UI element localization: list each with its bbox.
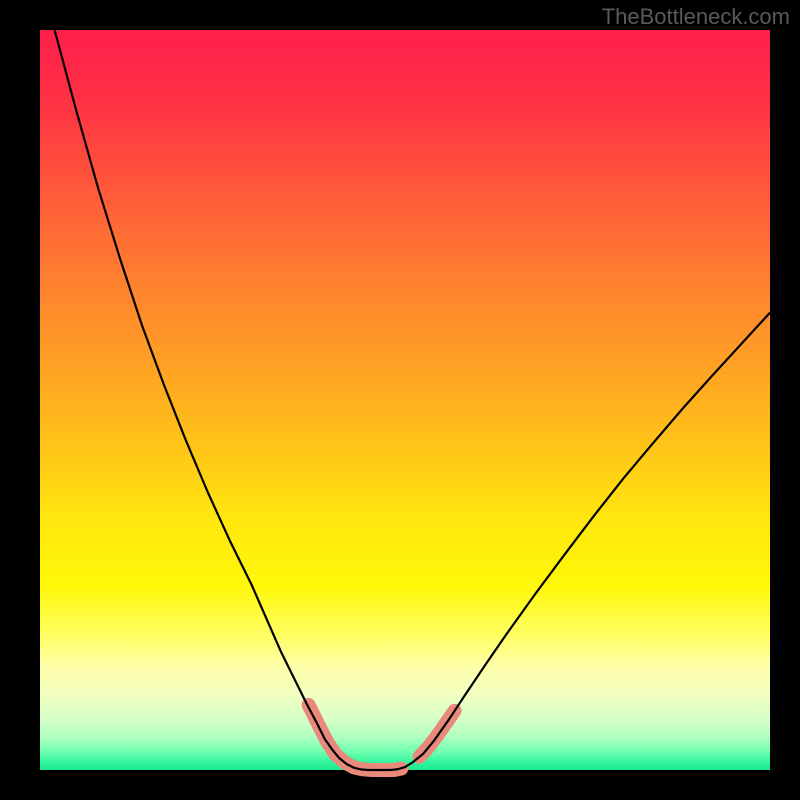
curve-left	[55, 30, 369, 770]
thick-segment-left	[309, 705, 402, 770]
chart-svg	[0, 0, 800, 800]
curve-right	[369, 313, 771, 770]
watermark-text: TheBottleneck.com	[602, 4, 790, 30]
